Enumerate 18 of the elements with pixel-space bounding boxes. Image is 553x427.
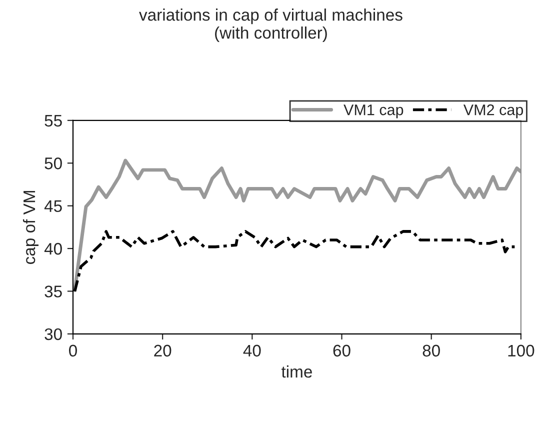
x-tick-label: 100 <box>508 344 534 357</box>
y-tick-label: 45 <box>44 200 62 212</box>
legend-label: VM1 cap <box>344 104 404 118</box>
chart-title: variations in cap of virtual machines (with controller) <box>139 8 402 42</box>
y-tick-label: 40 <box>44 242 62 255</box>
legend-label: VM2 cap <box>463 104 524 118</box>
x-tick-label: 80 <box>422 344 440 357</box>
x-tick-label: 60 <box>333 344 350 357</box>
x-tick-label: 40 <box>243 344 261 357</box>
x-tick-label: 0 <box>69 344 77 357</box>
y-tick-label: 35 <box>44 286 62 298</box>
x-axis-title: time <box>281 365 312 378</box>
y-axis-title: cap of VM <box>22 191 38 264</box>
line-series <box>73 158 521 292</box>
y-tick-label: 50 <box>44 158 62 170</box>
y-tick-label: 55 <box>44 114 62 127</box>
y-tick-label: 30 <box>44 328 62 340</box>
x-tick-label: 20 <box>154 344 172 357</box>
